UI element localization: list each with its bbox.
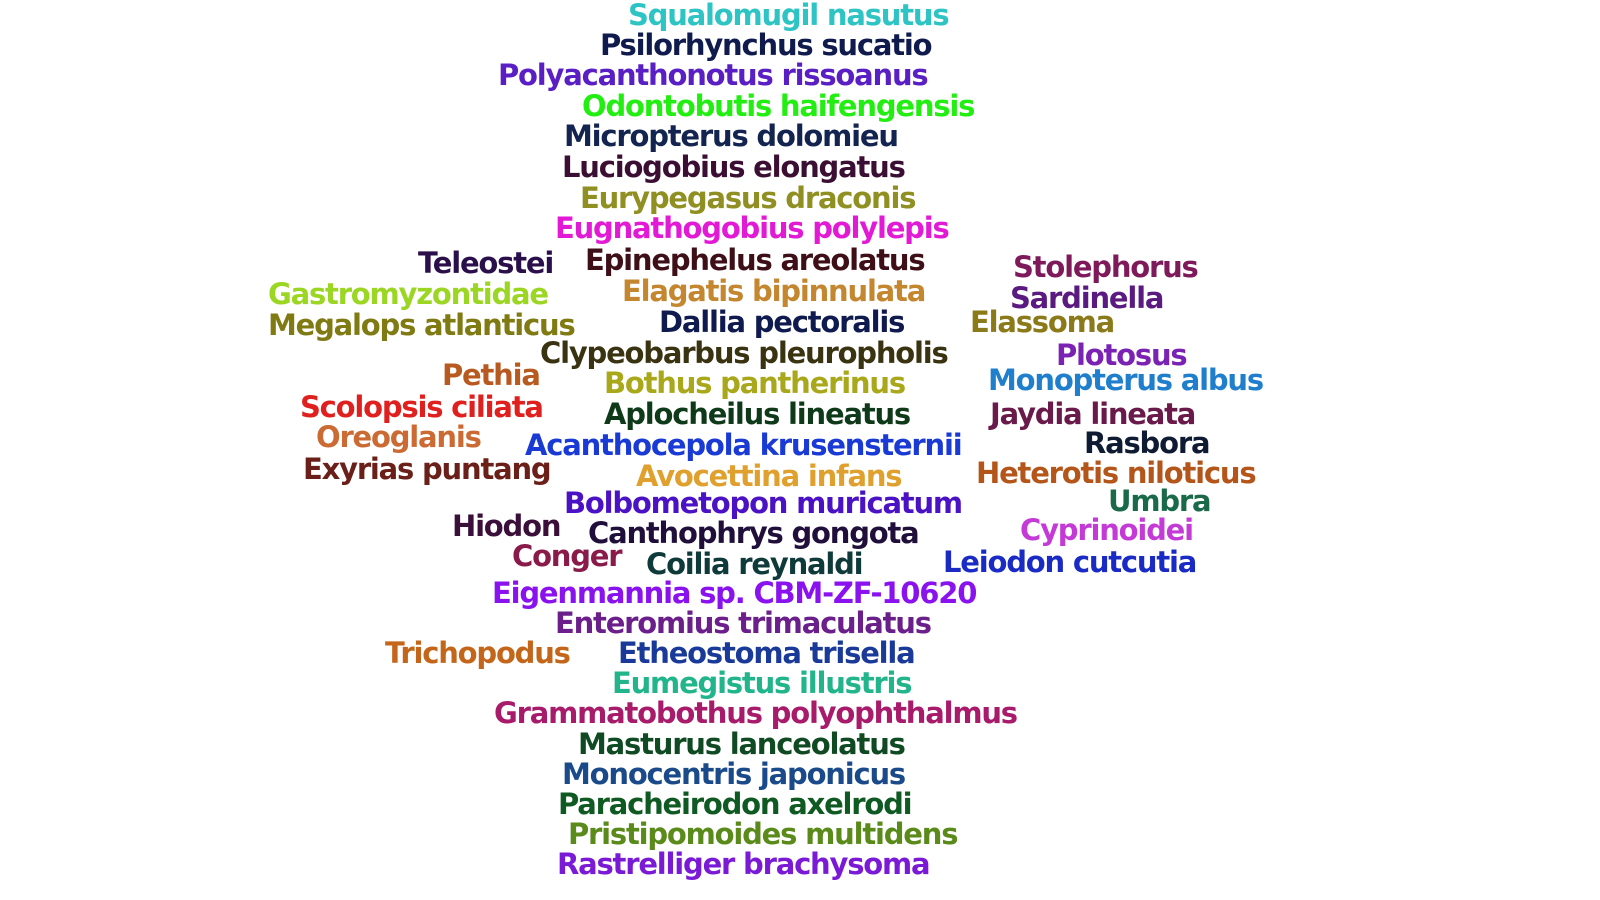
word-odontobutis-haifengensis: Odontobutis haifengensis (582, 89, 975, 123)
word-micropterus-dolomieu: Micropterus dolomieu (564, 119, 899, 153)
word-eugnathogobius-polylepis: Eugnathogobius polylepis (555, 211, 950, 245)
word-cyprinoidei: Cyprinoidei (1020, 513, 1194, 547)
word-grammatobothus-polyophthalmus: Grammatobothus polyophthalmus (494, 696, 1018, 730)
word-heterotis-niloticus: Heterotis niloticus (976, 456, 1257, 490)
word-bothus-pantherinus: Bothus pantherinus (604, 366, 906, 400)
word-luciogobius-elongatus: Luciogobius elongatus (562, 150, 906, 184)
word-teleostei: Teleostei (418, 246, 554, 280)
word-oreoglanis: Oreoglanis (316, 420, 482, 454)
word-jaydia-lineata: Jaydia lineata (990, 397, 1196, 431)
word-masturus-lanceolatus: Masturus lanceolatus (578, 727, 906, 761)
word-enteromius-trimaculatus: Enteromius trimaculatus (555, 606, 932, 640)
word-bolbometopon-muricatum: Bolbometopon muricatum (564, 486, 963, 520)
word-paracheirodon-axelrodi: Paracheirodon axelrodi (558, 787, 913, 821)
word-stolephorus: Stolephorus (1013, 250, 1199, 284)
word-rastrelliger-brachysoma: Rastrelliger brachysoma (557, 847, 931, 881)
word-clypeobarbus-pleuropholis: Clypeobarbus pleuropholis (540, 336, 949, 370)
word-aplocheilus-lineatus: Aplocheilus lineatus (604, 397, 911, 431)
word-umbra: Umbra (1108, 484, 1212, 518)
word-etheostoma-trisella: Etheostoma trisella (618, 636, 916, 670)
word-eurypegasus-draconis: Eurypegasus draconis (580, 181, 916, 215)
word-megalops-atlanticus: Megalops atlanticus (268, 308, 576, 342)
word-elagatis-bipinnulata: Elagatis bipinnulata (622, 274, 926, 308)
word-squalomugil-nasutus: Squalomugil nasutus (628, 0, 950, 32)
word-elassoma: Elassoma (970, 305, 1115, 339)
word-eumegistus-illustris: Eumegistus illustris (612, 666, 912, 700)
word-monocentris-japonicus: Monocentris japonicus (562, 757, 906, 791)
word-sardinella: Sardinella (1010, 281, 1164, 315)
word-psilorhynchus-sucatio: Psilorhynchus sucatio (600, 28, 933, 62)
word-epinephelus-areolatus: Epinephelus areolatus (585, 243, 926, 277)
word-hiodon: Hiodon (452, 509, 561, 543)
word-acanthocepola-krusensternii: Acanthocepola krusensternii (525, 428, 963, 462)
word-pristipomoides-multidens: Pristipomoides multidens (568, 817, 958, 851)
word-monopterus-albus: Monopterus albus (988, 363, 1264, 397)
word-gastromyzontidae: Gastromyzontidae (268, 277, 549, 311)
word-avocettina-infans: Avocettina infans (636, 459, 903, 493)
word-plotosus: Plotosus (1056, 338, 1188, 372)
word-leiodon-cutcutia: Leiodon cutcutia (943, 545, 1197, 579)
word-conger: Conger (512, 539, 623, 573)
word-coilia-reynaldi: Coilia reynaldi (646, 547, 864, 581)
word-trichopodus: Trichopodus (385, 636, 571, 670)
word-pethia: Pethia (442, 358, 541, 392)
word-eigenmannia-sp-cbm-zf-10620: Eigenmannia sp. CBM-ZF-10620 (492, 576, 977, 610)
word-exyrias-puntang: Exyrias puntang (303, 452, 552, 486)
word-polyacanthonotus-rissoanus: Polyacanthonotus rissoanus (498, 58, 929, 92)
word-rasbora: Rasbora (1084, 426, 1211, 460)
word-dallia-pectoralis: Dallia pectoralis (659, 305, 905, 339)
word-canthophrys-gongota: Canthophrys gongota (588, 516, 920, 550)
word-scolopsis-ciliata: Scolopsis ciliata (300, 390, 544, 424)
